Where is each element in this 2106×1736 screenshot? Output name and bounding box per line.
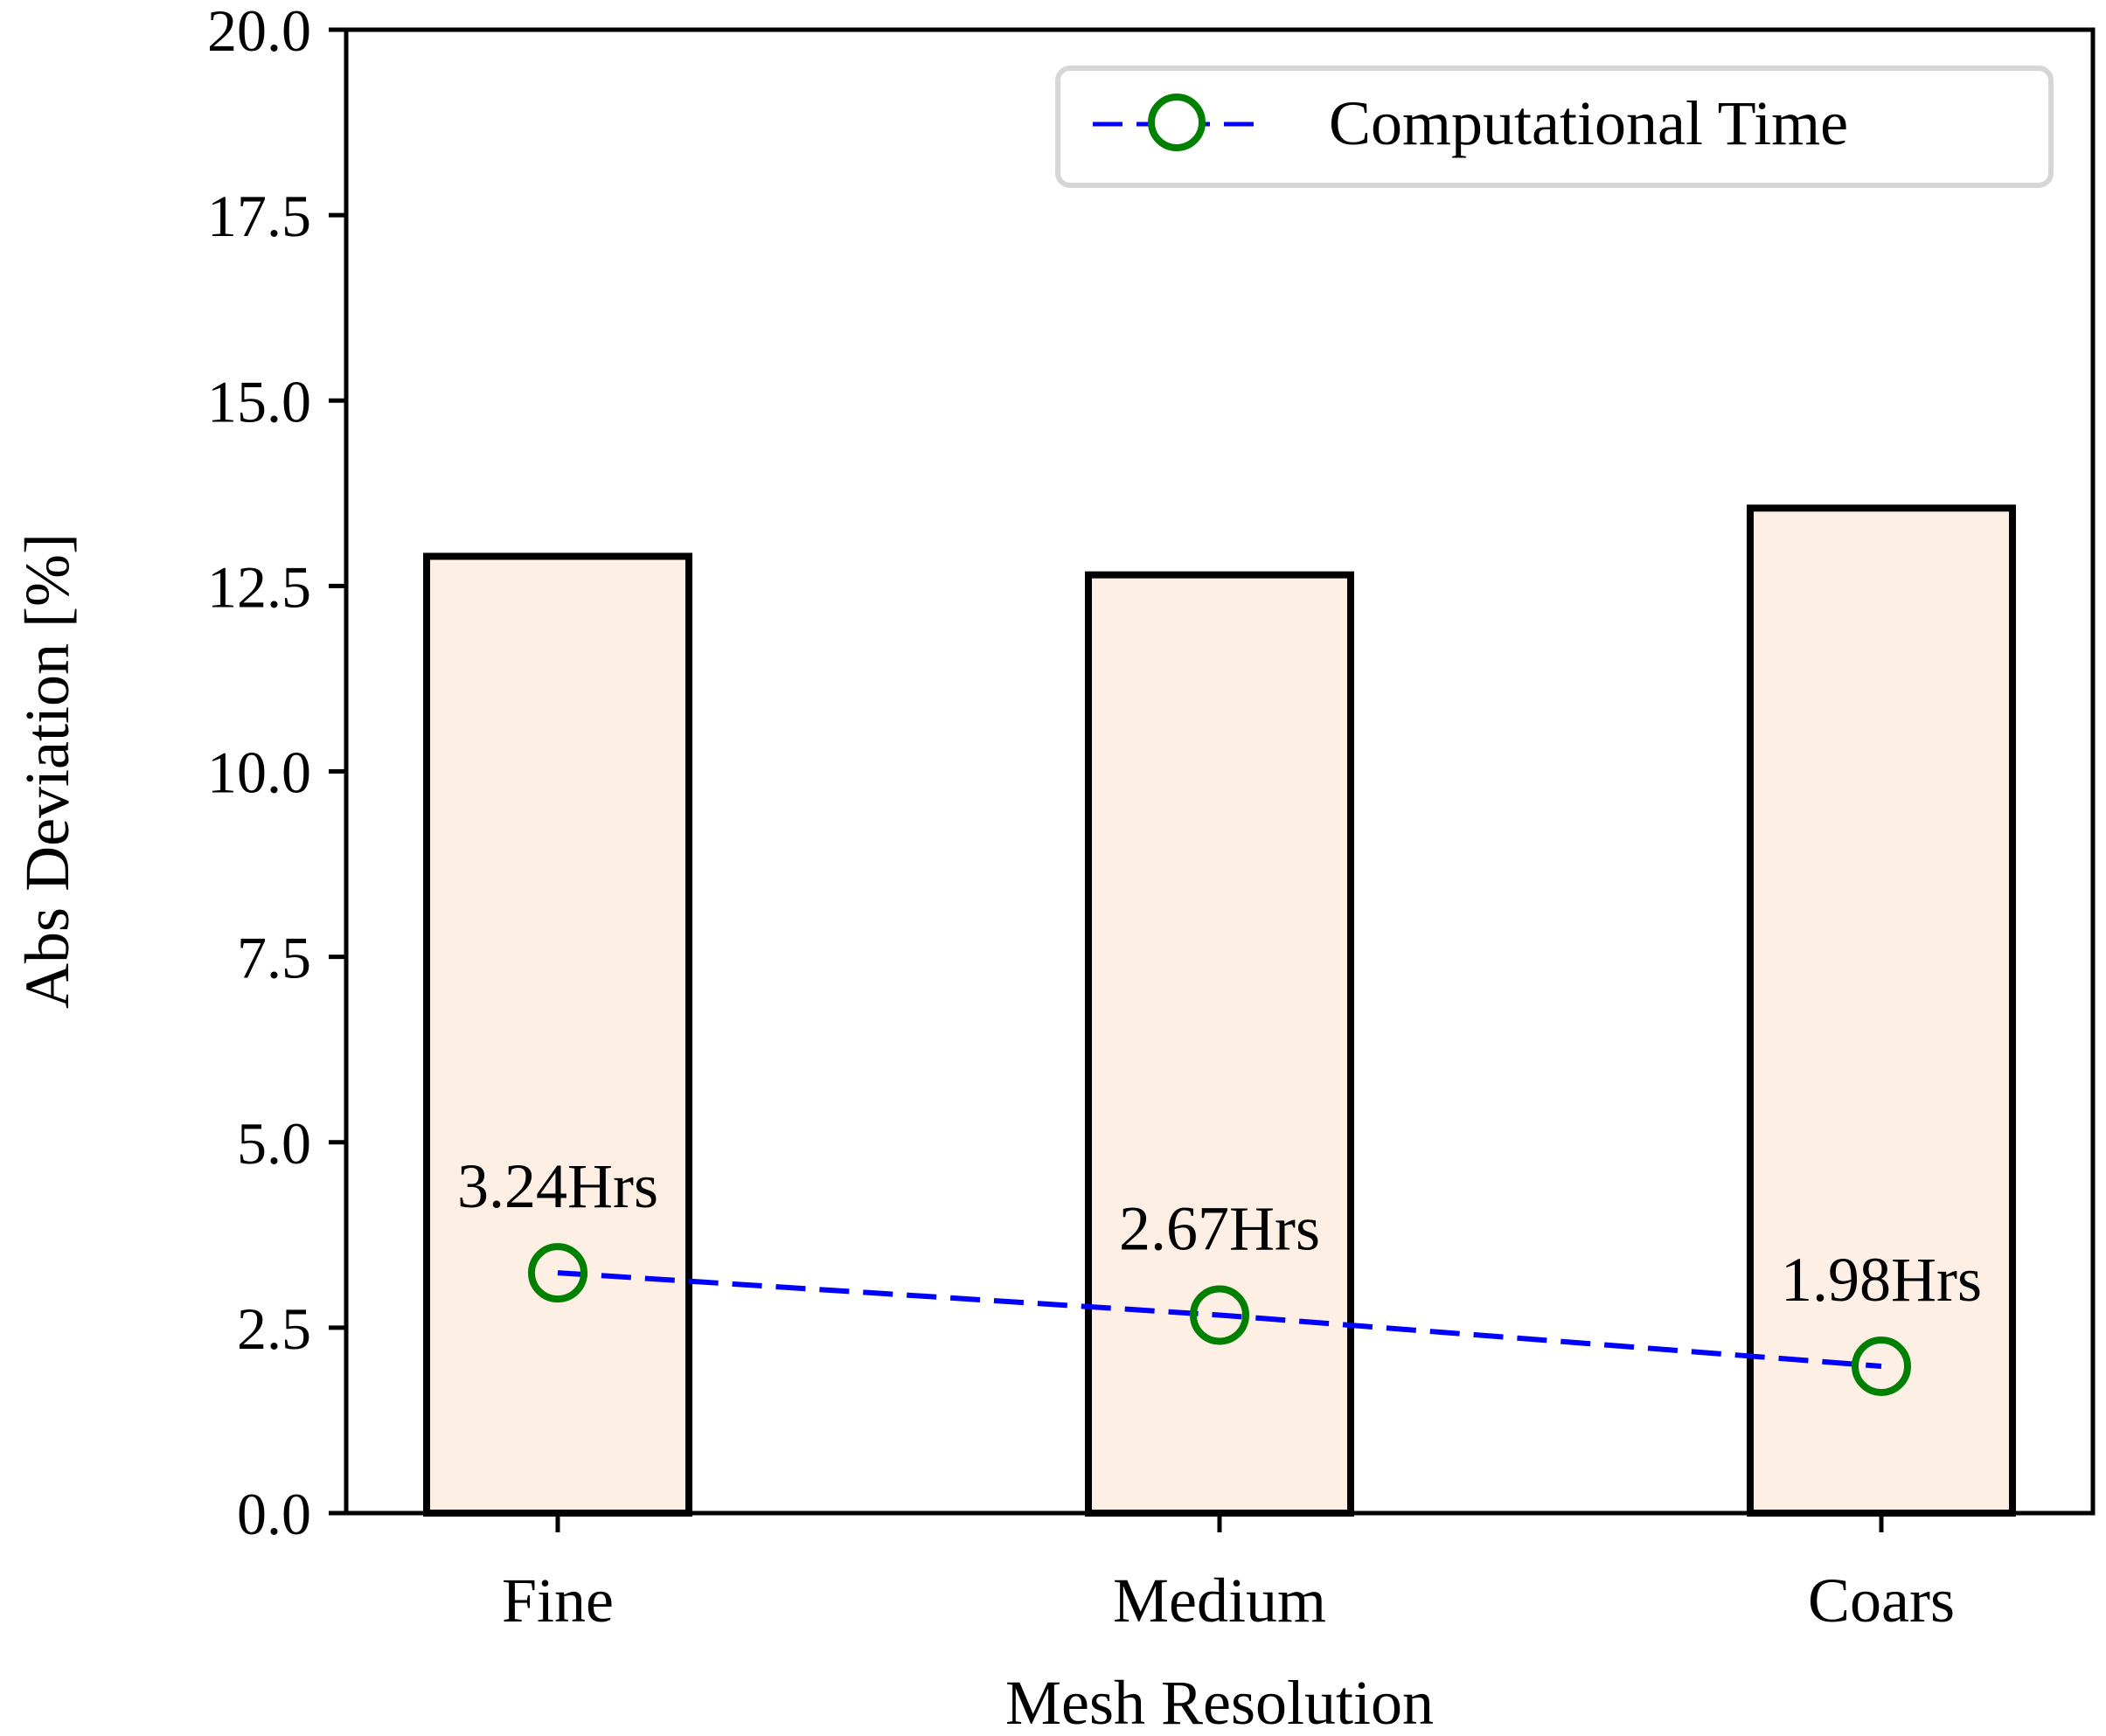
point-labels-layer: 3.24Hrs 2.67Hrs 1.98Hrs xyxy=(457,1151,1982,1315)
y-tick-label: 5.0 xyxy=(237,1110,311,1177)
y-tick-label: 2.5 xyxy=(237,1295,311,1362)
bar-fine xyxy=(423,552,692,1517)
y-tick-label: 20.0 xyxy=(207,0,311,64)
x-axis-label: Mesh Resolution xyxy=(1005,1668,1434,1736)
y-tick-label: 0.0 xyxy=(237,1481,311,1547)
legend-marker-icon xyxy=(1148,94,1206,151)
legend: Computational Time xyxy=(1055,66,2054,188)
legend-box xyxy=(1055,66,2054,188)
y-axis: 0.0 2.5 5.0 7.5 10.0 12.5 15.0 17.5 20.0 xyxy=(207,0,346,1547)
time-marker-coars xyxy=(1852,1336,1911,1396)
y-tick-label: 7.5 xyxy=(237,925,311,991)
y-axis-label: Abs Deviation [%] xyxy=(12,533,82,1009)
time-label-fine: 3.24Hrs xyxy=(457,1151,658,1221)
x-tick-label-medium: Medium xyxy=(1113,1566,1326,1635)
x-tick-label-coars: Coars xyxy=(1808,1566,1955,1635)
time-marker-fine xyxy=(528,1243,587,1303)
bar-medium xyxy=(1085,571,1354,1517)
y-tick-label: 15.0 xyxy=(207,368,311,434)
legend-label: Computational Time xyxy=(1329,88,1848,158)
time-label-medium: 2.67Hrs xyxy=(1119,1193,1320,1263)
x-tick-label-fine: Fine xyxy=(502,1566,614,1635)
y-tick-label: 10.0 xyxy=(207,740,311,806)
time-label-coars: 1.98Hrs xyxy=(1781,1245,1982,1315)
x-axis: Fine Medium Coars xyxy=(502,1513,1955,1635)
line-layer xyxy=(557,1270,1882,1369)
y-tick-label: 17.5 xyxy=(207,183,311,249)
y-tick-label: 12.5 xyxy=(207,553,311,620)
points-layer xyxy=(528,1243,1911,1396)
bar-coars xyxy=(1747,504,2016,1517)
bars-layer xyxy=(423,504,2016,1517)
computational-time-line xyxy=(557,1270,1882,1369)
time-marker-medium xyxy=(1190,1285,1249,1345)
